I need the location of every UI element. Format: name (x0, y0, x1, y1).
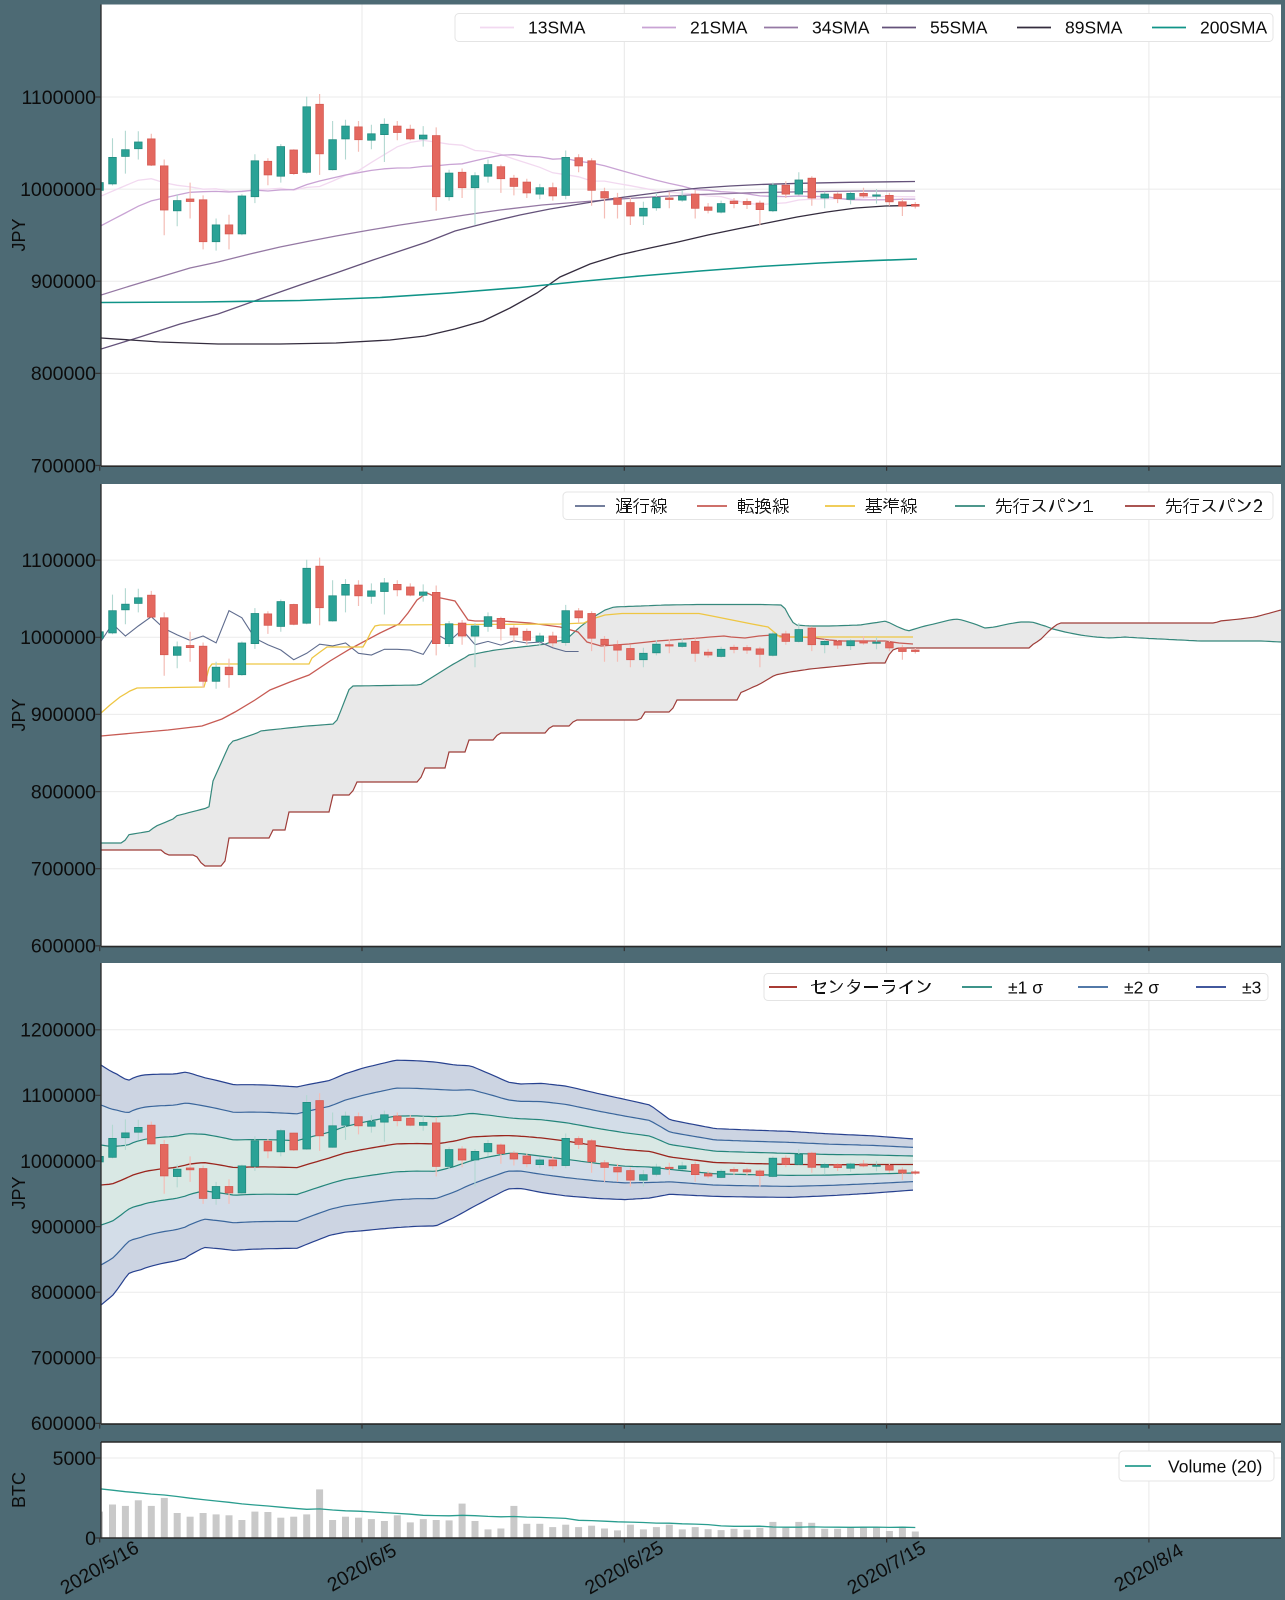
svg-text:Volume (20): Volume (20) (1168, 1457, 1262, 1477)
svg-text:1000000: 1000000 (20, 179, 96, 201)
svg-text:700000: 700000 (31, 859, 96, 881)
svg-text:±2 σ: ±2 σ (1124, 978, 1159, 998)
svg-text:1000000: 1000000 (20, 1151, 96, 1173)
svg-text:BTC: BTC (9, 1472, 29, 1508)
svg-text:900000: 900000 (31, 271, 96, 293)
svg-text:900000: 900000 (31, 704, 96, 726)
svg-text:700000: 700000 (31, 1348, 96, 1370)
svg-text:1200000: 1200000 (20, 1020, 96, 1042)
svg-text:±1 σ: ±1 σ (1008, 978, 1043, 998)
svg-text:1000000: 1000000 (20, 627, 96, 649)
svg-text:600000: 600000 (31, 936, 96, 958)
svg-text:800000: 800000 (31, 1282, 96, 1304)
svg-text:±3: ±3 (1242, 978, 1261, 998)
svg-text:1100000: 1100000 (22, 87, 97, 109)
svg-text:600000: 600000 (31, 1413, 96, 1435)
svg-text:55SMA: 55SMA (930, 18, 988, 38)
svg-text:21SMA: 21SMA (690, 18, 748, 38)
svg-text:1100000: 1100000 (22, 550, 97, 572)
svg-text:89SMA: 89SMA (1065, 18, 1123, 38)
svg-text:1100000: 1100000 (22, 1085, 97, 1107)
svg-text:900000: 900000 (31, 1216, 96, 1238)
svg-text:0: 0 (85, 1528, 96, 1550)
svg-text:13SMA: 13SMA (528, 18, 586, 38)
svg-text:34SMA: 34SMA (812, 18, 870, 38)
svg-text:800000: 800000 (31, 363, 96, 385)
svg-text:JPY: JPY (9, 1176, 29, 1209)
svg-text:800000: 800000 (31, 781, 96, 803)
svg-text:5000: 5000 (53, 1448, 97, 1470)
svg-text:JPY: JPY (9, 698, 29, 731)
svg-text:700000: 700000 (31, 455, 96, 477)
svg-text:JPY: JPY (9, 218, 29, 251)
svg-text:200SMA: 200SMA (1200, 18, 1267, 38)
